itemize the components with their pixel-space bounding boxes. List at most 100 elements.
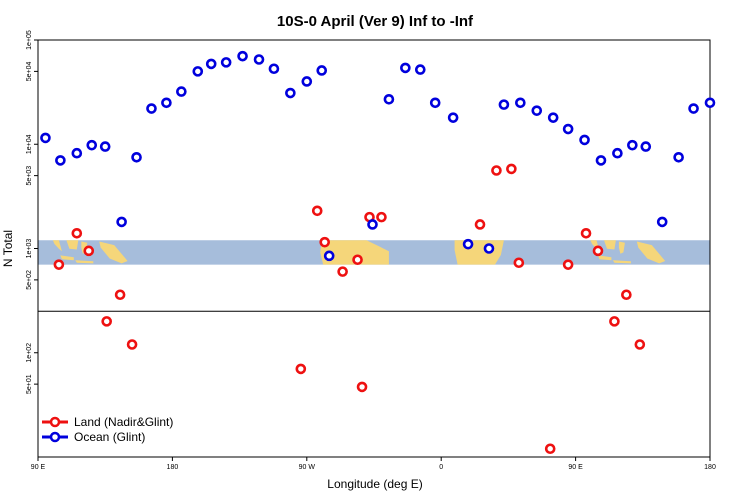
ocean-point <box>688 103 699 114</box>
land-lesser-sunda-2 <box>612 260 631 264</box>
ocean-point <box>323 250 335 262</box>
land-sumatra <box>52 240 62 252</box>
ocean-point <box>414 64 426 75</box>
ocean-point <box>205 58 217 70</box>
land-java <box>60 255 74 261</box>
ocean-point <box>131 151 142 163</box>
ocean-point <box>301 76 313 87</box>
ocean-point <box>55 155 66 166</box>
y-tick-label: 1e+05 <box>26 30 33 50</box>
x-tick-label: 180 <box>167 464 179 471</box>
ocean-point <box>429 97 441 109</box>
ocean-point <box>498 99 510 110</box>
land-point <box>71 227 83 239</box>
ocean-point <box>99 141 111 152</box>
x-tick-label: 90 E <box>568 464 583 471</box>
land-point <box>83 245 95 257</box>
x-axis-label: Longitude (deg E) <box>327 477 422 491</box>
land-newguinea-2 <box>636 241 666 264</box>
ocean-point <box>704 97 716 109</box>
land-point <box>101 316 112 327</box>
ocean-point <box>220 57 232 68</box>
land-point <box>580 227 592 239</box>
y-tick-label: 5e+04 <box>26 61 33 81</box>
ocean-point <box>86 139 98 151</box>
ocean-point <box>40 132 51 144</box>
ocean-point <box>595 155 607 166</box>
y-axis: 5e+01 1e+02 5e+02 1e+03 5e+03 1e+04 5e+04 1e+05 <box>26 30 38 394</box>
ocean-point <box>146 103 157 114</box>
legend-marker-land <box>49 416 61 428</box>
legend-marker-ocean <box>49 431 61 443</box>
land-point <box>634 339 646 350</box>
x-tick-label: 180 <box>704 464 716 471</box>
land-point <box>376 211 387 223</box>
ocean-point <box>237 50 248 62</box>
land-point <box>562 259 574 270</box>
y-tick-label: 5e+02 <box>26 270 33 290</box>
ocean-point <box>640 141 652 152</box>
land-lesser-sunda <box>75 260 94 264</box>
land-point <box>53 259 65 270</box>
land-newguinea <box>99 241 128 264</box>
ocean-point <box>268 63 280 75</box>
land-point <box>544 443 556 455</box>
land-point <box>592 245 604 257</box>
ocean-point <box>116 216 127 228</box>
ocean-point <box>161 97 172 109</box>
land-point <box>609 316 620 327</box>
land-point <box>506 163 517 175</box>
land-point <box>337 266 348 277</box>
ocean-point <box>562 123 574 135</box>
legend: Land (Nadir&Glint) Ocean (Glint) <box>42 415 173 444</box>
x-tick-label: 90 W <box>299 464 316 471</box>
ocean-point <box>673 151 684 163</box>
ocean-point <box>367 219 378 230</box>
land-java-2 <box>598 255 612 261</box>
ocean-point <box>462 238 474 250</box>
x-axis: 90 E 180 90 W 0 90 E 180 <box>31 457 716 471</box>
legend-label-land: Land (Nadir&Glint) <box>74 415 173 429</box>
ocean-point <box>71 147 83 159</box>
map-band <box>38 240 710 265</box>
ocean-point <box>483 243 495 254</box>
ocean-point <box>316 65 328 76</box>
x-tick-label: 90 E <box>31 464 46 471</box>
land-borneo-2 <box>604 240 616 250</box>
ocean-point <box>547 112 559 123</box>
y-tick-label: 5e+03 <box>26 166 33 186</box>
land-borneo <box>66 240 79 250</box>
x-tick-label: 0 <box>439 464 443 471</box>
land-south-america <box>320 240 389 265</box>
ocean-point <box>400 62 411 74</box>
ocean-point <box>383 93 395 105</box>
y-tick-label: 1e+04 <box>26 134 33 154</box>
y-tick-label: 5e+01 <box>26 374 33 394</box>
ocean-point <box>531 105 543 116</box>
land-point <box>126 339 138 350</box>
ocean-point <box>447 112 459 123</box>
ocean-point <box>627 139 638 151</box>
land-point <box>319 236 331 248</box>
ocean-point <box>253 54 265 65</box>
y-tick-label: 1e+02 <box>26 343 33 363</box>
land-point <box>621 289 632 301</box>
land-point <box>356 381 368 393</box>
ocean-point <box>612 147 623 159</box>
ocean-point <box>656 216 668 228</box>
land-point <box>352 254 363 266</box>
ocean-point <box>515 97 526 109</box>
y-tick-label: 1e+03 <box>26 239 33 259</box>
ocean-point <box>285 87 296 99</box>
ocean-point <box>176 86 187 97</box>
land-point <box>474 219 486 230</box>
land-point <box>114 289 126 301</box>
y-axis-label: N Total <box>1 230 15 267</box>
land-africa <box>454 240 504 265</box>
land-point <box>491 165 502 176</box>
land-point <box>311 205 323 217</box>
land-sulawesi-2 <box>618 241 625 254</box>
ocean-point <box>192 66 204 77</box>
ocean-point <box>579 134 590 146</box>
